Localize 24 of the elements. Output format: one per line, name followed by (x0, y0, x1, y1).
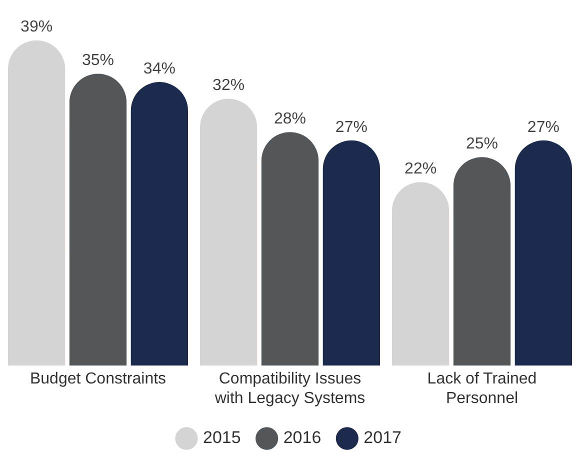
legend-label: 2016 (283, 428, 322, 448)
x-tick-label: Compatibility Issues with Legacy Systems (214, 370, 366, 407)
data-label: 28% (274, 110, 306, 128)
bar (200, 98, 258, 366)
x-tick-label: Lack of Trained Personnel (427, 370, 537, 407)
data-label: 25% (466, 136, 498, 153)
data-label: 22% (404, 160, 437, 178)
data-label: 34% (143, 60, 176, 78)
data-label: 39% (20, 18, 53, 36)
bar (130, 82, 188, 366)
bar (514, 140, 572, 366)
bar (392, 182, 450, 366)
bar (8, 40, 66, 366)
legend-label: 2017 (364, 428, 402, 448)
data-label: 32% (212, 77, 245, 94)
x-tick-label: Budget Constraints (30, 370, 166, 388)
bar (261, 132, 319, 366)
bar (322, 140, 380, 366)
bar (453, 157, 511, 366)
data-label: 35% (82, 52, 114, 70)
data-label: 27% (527, 118, 560, 136)
data-label: 27% (335, 118, 368, 136)
legend-label: 2015 (203, 428, 241, 448)
bar (69, 74, 127, 366)
